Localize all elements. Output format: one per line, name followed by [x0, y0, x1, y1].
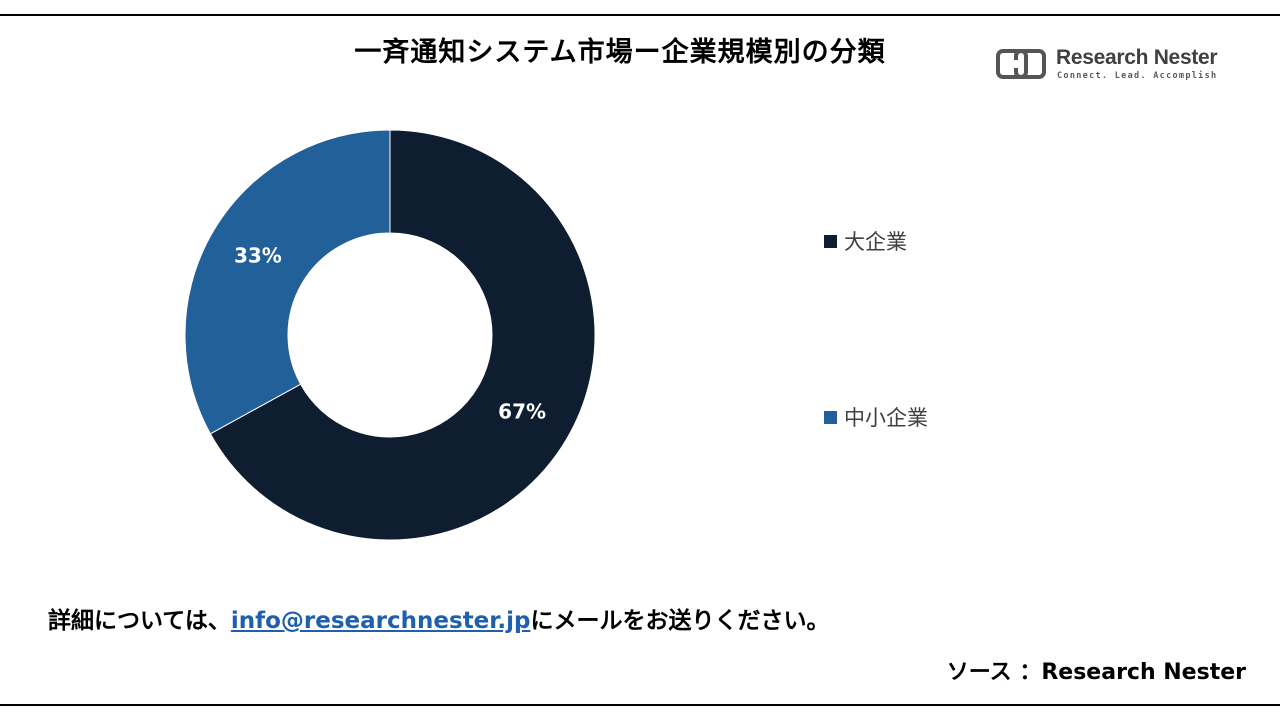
chart-title: 一斉通知システム市場ー企業規模別の分類: [354, 37, 886, 68]
donut-slice-sme: [184, 129, 391, 435]
contact-note-prefix: 詳細については、: [48, 608, 231, 634]
donut-slice-large-enterprise: [209, 129, 596, 541]
contact-note: 詳細については、info@researchnester.jpにメールをお送りくだ…: [48, 601, 829, 635]
bottom-border: [0, 704, 1280, 706]
logo-tagline: Connect. Lead. Accomplish: [1057, 71, 1218, 81]
legend-item-large: 大企業: [824, 226, 907, 256]
legend-swatch-large: [824, 235, 837, 248]
legend-item-sme: 中小企業: [824, 402, 928, 432]
research-nester-logo: Research Nester Connect. Lead. Accomplis…: [996, 46, 1226, 86]
top-border: [0, 14, 1280, 16]
donut-chart: 67% 33%: [184, 129, 596, 541]
source-credit: ソース ：Research Nester: [946, 660, 1246, 685]
data-label-large-enterprise: 67%: [498, 400, 546, 424]
data-label-sme: 33%: [234, 243, 282, 267]
legend-label-large: 大企業: [844, 230, 907, 254]
logo-mark-icon: [996, 49, 1046, 79]
logo-name: Research Nester: [1056, 46, 1218, 69]
legend-label-sme: 中小企業: [844, 406, 928, 430]
contact-note-suffix: にメールをお送りください。: [530, 608, 830, 634]
legend-swatch-sme: [824, 411, 837, 424]
contact-email-link[interactable]: info@researchnester.jp: [230, 608, 531, 634]
